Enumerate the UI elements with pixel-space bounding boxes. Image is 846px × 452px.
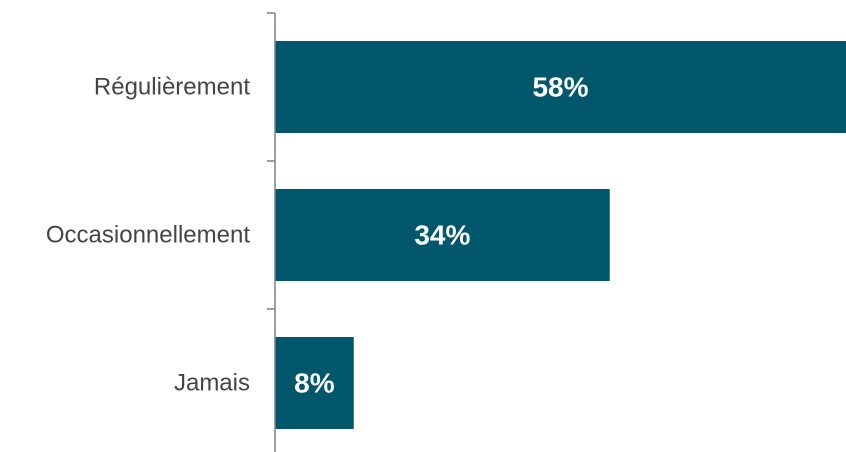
bars-group: [275, 41, 846, 429]
value-label-regulierement: 58%: [532, 72, 588, 103]
bar-occasionnellement: [275, 189, 610, 281]
bar-regulierement: [275, 41, 846, 133]
axis-ticks-group: [267, 12, 275, 310]
category-label-occasionnellement: Occasionnellement: [46, 222, 250, 249]
value-label-jamais: 8%: [294, 368, 335, 399]
category-label-regulierement: Régulièrement: [94, 74, 250, 101]
value-label-occasionnellement: 34%: [414, 220, 470, 251]
category-label-jamais: Jamais: [174, 370, 250, 397]
bar-jamais: [275, 337, 354, 429]
labels-group: 58% Régulièrement 34% Occasionnellement 8% Ja…: [46, 72, 589, 399]
